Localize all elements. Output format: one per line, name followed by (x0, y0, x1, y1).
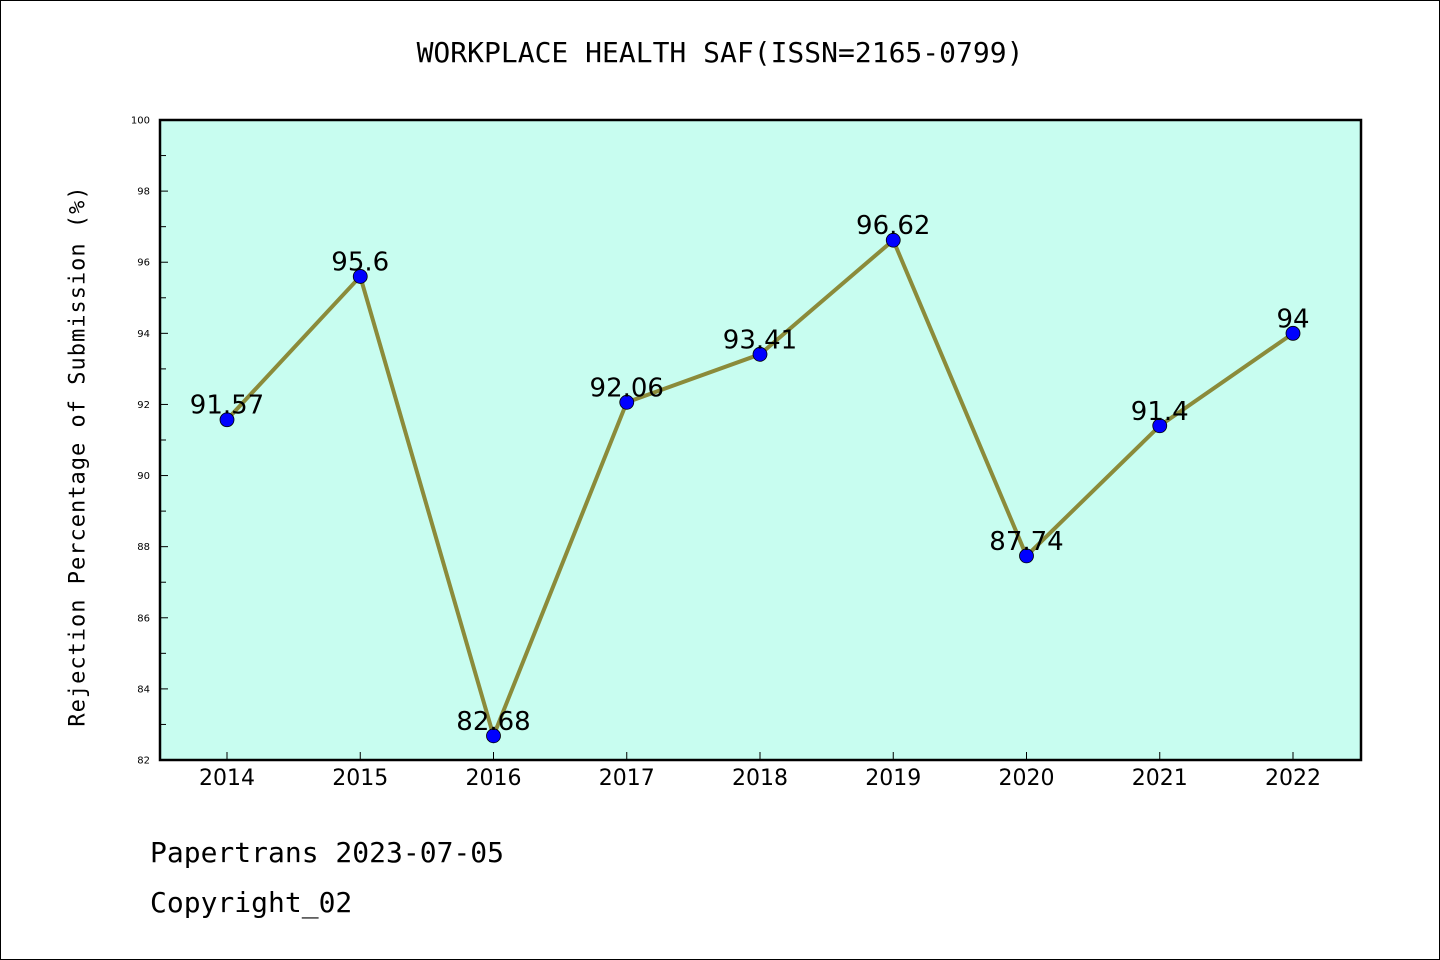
x-tick-label: 2015 (332, 766, 388, 791)
x-tick-label: 2016 (466, 766, 522, 791)
data-point (1285, 325, 1301, 341)
data-label: 94 (1276, 304, 1309, 334)
y-tick-label: 84 (137, 684, 150, 695)
x-tick-label: 2018 (732, 766, 788, 791)
data-label: 95.6 (331, 247, 389, 277)
plot-area (160, 120, 1361, 760)
y-tick-label: 92 (137, 400, 150, 411)
data-label: 93.41 (723, 325, 797, 355)
data-label: 87.74 (989, 527, 1063, 557)
x-tick-label: 2022 (1265, 766, 1321, 791)
data-point (352, 269, 368, 284)
data-markers (219, 232, 1301, 744)
x-tick-label: 2020 (999, 766, 1055, 791)
x-tick-label: 2019 (865, 766, 921, 791)
x-tick-label: 2014 (199, 766, 255, 791)
data-point (219, 412, 235, 428)
footer-date: Papertrans 2023-07-05 (150, 836, 505, 869)
y-tick-label: 90 (137, 471, 150, 482)
data-label: 82.68 (456, 707, 530, 737)
y-tick-label: 98 (137, 187, 150, 198)
data-point (885, 232, 901, 248)
data-point (1152, 418, 1168, 434)
data-label: 91.57 (190, 391, 264, 421)
data-point (1019, 548, 1034, 564)
data-point (486, 728, 501, 744)
y-tick-label: 94 (137, 329, 150, 340)
data-label: 96.62 (856, 211, 930, 241)
data-point (752, 346, 768, 362)
data-labels: 91.57 95.6 82.68 92.06 93.41 96.62 87.74 91.4 94 (190, 211, 1310, 737)
y-tick-label: 86 (137, 613, 150, 624)
x-tick-label: 2017 (599, 766, 655, 791)
y-tick-label: 82 (137, 756, 150, 767)
x-tick-label: 2021 (1132, 766, 1188, 791)
data-label: 92.06 (590, 373, 664, 403)
y-tick-label: 88 (137, 542, 150, 553)
data-point (619, 394, 635, 410)
y-tick-label: 96 (137, 258, 150, 269)
data-label: 91.4 (1131, 397, 1189, 427)
y-tick-label: 100 (131, 116, 150, 127)
footer-copyright: Copyright_02 (150, 886, 353, 919)
plot-border (158, 118, 1363, 762)
chart-title: WORKPLACE HEALTH SAF(ISSN=2165-0799) (416, 36, 1024, 69)
x-axis: 2014 2015 2016 2017 2018 2019 2020 2021 2022 (199, 752, 1321, 791)
